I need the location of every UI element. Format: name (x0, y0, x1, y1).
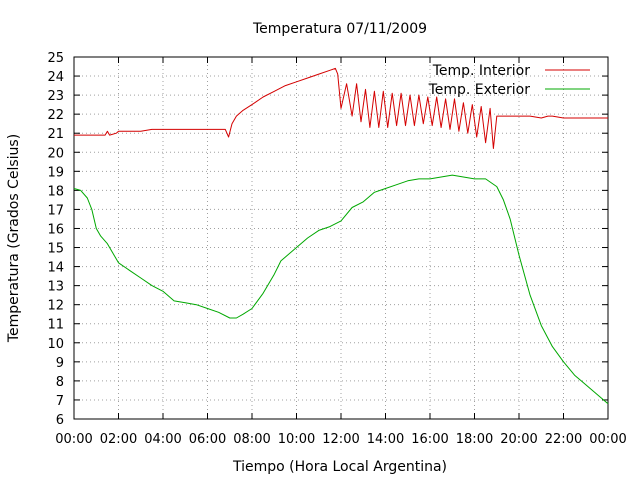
y-tick-label: 6 (56, 413, 64, 428)
y-tick-label: 12 (47, 299, 64, 314)
y-tick-label: 13 (47, 280, 64, 295)
x-tick-label: 12:00 (322, 432, 359, 447)
x-tick-label: 22:00 (545, 432, 582, 447)
series-group (73, 67, 609, 405)
legend-label: Temp. Interior (432, 63, 531, 79)
y-tick-label: 10 (47, 337, 64, 352)
y-tick-label: 25 (47, 51, 64, 66)
x-tick-label: 02:00 (100, 432, 137, 447)
x-tick-label: 18:00 (456, 432, 493, 447)
x-axis-label: Tiempo (Hora Local Argentina) (232, 459, 447, 475)
x-tick-label: 20:00 (500, 432, 537, 447)
y-tick-label: 8 (56, 375, 64, 390)
y-tick-label: 7 (56, 394, 64, 409)
x-tick-label: 16:00 (411, 432, 448, 447)
x-tick-label: 10:00 (278, 432, 315, 447)
y-tick-label: 22 (47, 108, 64, 123)
y-tick-label: 9 (56, 356, 64, 371)
x-tick-label: 08:00 (233, 432, 270, 447)
y-tick-label: 17 (47, 203, 64, 218)
legend-label: Temp. Exterior (428, 82, 531, 98)
y-tick-label: 19 (47, 165, 64, 180)
series-line-exterior (73, 174, 609, 405)
series-line-interior (74, 67, 608, 149)
y-tick-label: 18 (47, 184, 64, 199)
x-tick-label: 14:00 (367, 432, 404, 447)
y-tick-label: 16 (47, 222, 64, 237)
plot-frame (73, 56, 609, 420)
y-tick-label: 24 (47, 70, 64, 85)
y-tick-label: 15 (47, 242, 64, 257)
y-tick-label: 21 (47, 127, 64, 142)
x-tick-label: 04:00 (144, 432, 181, 447)
y-tick-label: 14 (47, 261, 64, 276)
y-tick-label: 11 (47, 318, 64, 333)
y-axis-label: Temperatura (Grados Celsius) (6, 134, 22, 343)
x-tick-label: 06:00 (189, 432, 226, 447)
x-tick-label: 00:00 (589, 432, 626, 447)
y-tick-label: 20 (47, 146, 64, 161)
x-tick-label: 00:00 (55, 432, 92, 447)
grid-lines (74, 57, 608, 419)
legend: Temp. Interior Temp. Exterior (428, 63, 590, 98)
y-tick-label: 23 (47, 89, 64, 104)
axes: 00:00 02:00 04:00 06:00 08:00 10:00 12:00 14:00… (47, 51, 626, 447)
chart-title: Temperatura 07/11/2009 (252, 21, 427, 37)
